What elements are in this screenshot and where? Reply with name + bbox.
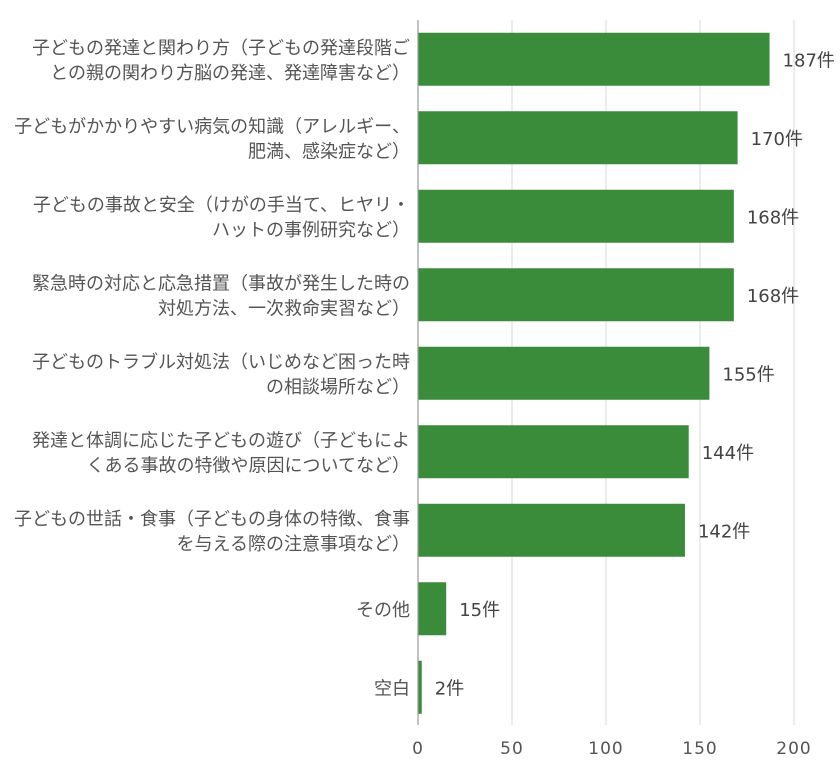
category-label: 子どもの事故と安全（けがの手当て、ヒヤリ・	[33, 195, 410, 216]
category-label: 肥満、感染症など）	[248, 141, 410, 162]
data-label: 168件	[747, 286, 799, 307]
category-label: 発達と体調に応じた子どもの遊び（子どもによ	[32, 430, 410, 451]
data-label: 144件	[702, 443, 754, 464]
category-label: 子どもがかかりやすい病気の知識（アレルギー、	[14, 116, 410, 137]
bar	[418, 503, 685, 557]
data-label: 155件	[722, 364, 774, 385]
data-label: 168件	[747, 207, 799, 228]
category-label: 空白	[374, 678, 410, 699]
category-label: 子どものトラブル対処法（いじめなど困った時	[32, 351, 410, 373]
bar	[418, 268, 734, 322]
category-label: との親の関わり方脳の発達、発達障害など）	[50, 63, 410, 84]
bar	[418, 32, 770, 86]
bar	[418, 346, 710, 400]
category-label: 対処方法、一次救命実習など）	[158, 298, 410, 319]
category-label: ハットの事例研究など）	[212, 220, 410, 241]
category-label: くある事故の特徴や原因についてなど）	[87, 455, 410, 476]
category-label: 子どもの世話・食事（子どもの身体の特徴、食事	[14, 509, 410, 530]
x-tick-label: 150	[682, 739, 717, 759]
data-label: 142件	[698, 521, 750, 542]
category-label: 緊急時の対応と応急措置（事故が発生した時の	[32, 273, 410, 294]
category-label: その他	[356, 600, 410, 621]
bar	[418, 660, 422, 714]
x-tick-label: 200	[776, 739, 811, 759]
data-label: 187件	[783, 50, 835, 71]
data-label: 15件	[459, 600, 500, 621]
category-label: の相談場所など）	[266, 377, 410, 398]
data-label: 170件	[751, 129, 803, 150]
x-tick-label: 50	[500, 739, 524, 759]
x-tick-label: 100	[588, 739, 623, 759]
category-label: 子どもの発達と関わり方（子どもの発達段階ご	[32, 38, 410, 59]
bar	[418, 111, 738, 165]
bar	[418, 189, 734, 243]
bar	[418, 425, 689, 479]
x-tick-label: 0	[412, 739, 424, 759]
category-label: を与える際の注意事項など）	[177, 534, 410, 555]
bar	[418, 582, 447, 636]
data-label: 2件	[435, 678, 464, 699]
